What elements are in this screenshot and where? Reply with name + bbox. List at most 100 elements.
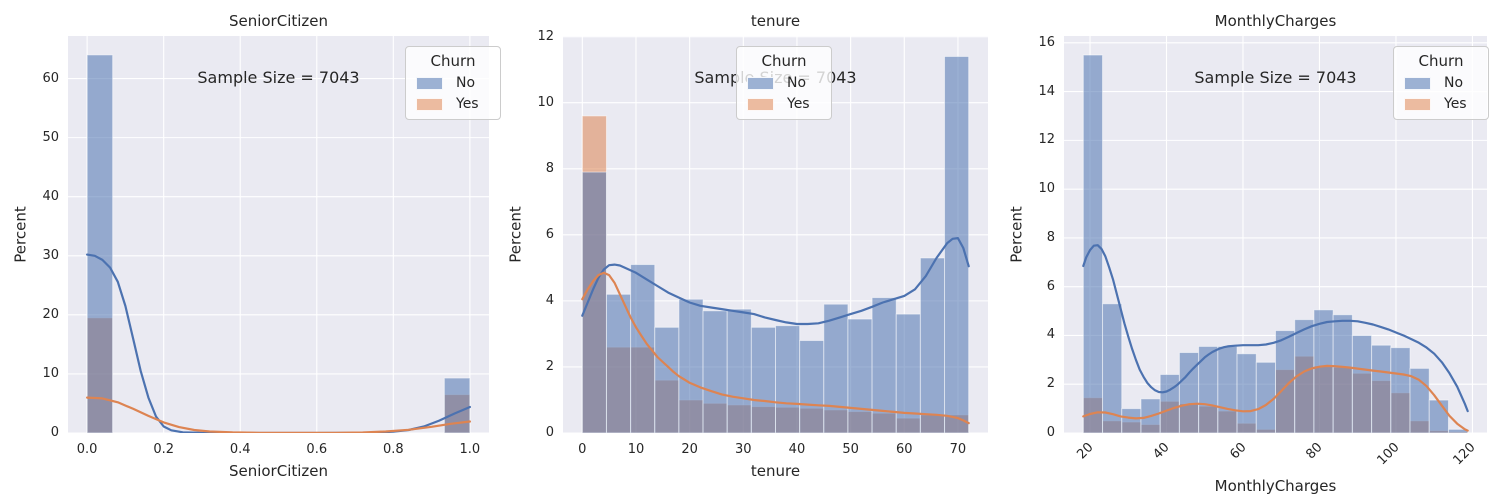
plot-svg: [68, 36, 489, 433]
histogram-bar-no: [750, 326, 777, 433]
chart-title-tenure: tenure: [750, 12, 801, 30]
y-tick-label: 4: [1046, 327, 1055, 343]
x-tick-label: 0.2: [153, 442, 175, 457]
x-axis-label: MonthlyCharges: [1214, 477, 1337, 495]
y-tick-label: 0: [545, 425, 554, 440]
y-tick-label: 14: [1038, 83, 1055, 99]
histogram-bar-no: [1159, 373, 1180, 433]
legend-label-yes: Yes: [456, 96, 479, 112]
histogram-bar-no: [1351, 334, 1373, 433]
histogram-bar-no: [726, 308, 752, 433]
legend-label-no: No: [787, 75, 807, 91]
kde-line-yes: [1082, 364, 1469, 432]
legend-entry-yes: Yes: [414, 96, 492, 112]
histogram-bar-no: [895, 313, 921, 433]
y-tick-label: 10: [1038, 181, 1055, 197]
histogram-bar-no: [605, 293, 632, 433]
x-tick-label: 0.4: [229, 442, 251, 457]
histogram-bar-no: [86, 54, 114, 433]
y-tick-label: 16: [1038, 34, 1055, 50]
histogram-bar-no: [1217, 345, 1238, 433]
kde-line-no: [1082, 244, 1469, 413]
legend-entry-no: No: [414, 75, 492, 91]
plot-svg: [1064, 36, 1487, 433]
legend-title: Churn: [430, 52, 476, 70]
x-tick-label: 70: [949, 442, 967, 457]
x-axis-label: tenure: [750, 462, 801, 480]
histogram-bar-no: [1255, 361, 1276, 433]
histogram-bar-no: [1313, 309, 1334, 433]
y-tick-label: 12: [1038, 132, 1055, 148]
kde-line-no: [581, 237, 970, 326]
legend-entry-no: No: [745, 75, 823, 91]
x-axis-label: SeniorCitizen: [228, 462, 329, 480]
y-tick-label: 6: [1046, 278, 1055, 294]
histogram-bar-no: [678, 298, 704, 433]
histogram-bar-no: [1102, 303, 1123, 433]
legend-entry-yes: Yes: [1402, 96, 1480, 112]
y-tick-label: 0: [50, 425, 59, 440]
histogram-bar-no: [823, 303, 849, 433]
y-tick-label: 30: [42, 247, 59, 263]
legend-swatch-no-icon: [416, 76, 443, 90]
y-tick-label: 40: [42, 188, 59, 204]
chart-title-seniorcitizen: SeniorCitizen: [228, 12, 329, 30]
legend-swatch-yes-icon: [1404, 97, 1431, 111]
legend: Churn No Yes: [1393, 46, 1489, 120]
x-tick-label: 40: [788, 442, 806, 457]
histogram-bar-no: [1332, 314, 1353, 433]
legend-swatch-no-icon: [747, 76, 774, 90]
y-tick-label: 8: [545, 160, 554, 176]
chart-title-monthlycharges: MonthlyCharges: [1214, 12, 1337, 30]
y-tick-label: 8: [1046, 229, 1055, 245]
histogram-bar-no: [775, 325, 801, 433]
histogram-bar-no: [847, 318, 873, 433]
legend-swatch-yes-icon: [747, 97, 774, 111]
y-tick-label: 0: [1046, 425, 1055, 440]
y-tick-label: 60: [42, 70, 59, 86]
plot-svg: [563, 36, 988, 433]
y-tick-label: 2: [1046, 376, 1055, 392]
histogram-bar-no: [1236, 353, 1257, 433]
histogram-bar-no: [702, 310, 728, 433]
x-tick-label: 50: [842, 442, 859, 457]
legend-title: Churn: [1418, 52, 1464, 70]
histogram-bar-no: [1082, 54, 1104, 433]
kde-line-yes: [86, 396, 471, 433]
sample-size-annotation: Sample Size = 7043: [1194, 68, 1357, 87]
histogram-bar-no: [944, 55, 970, 433]
legend-entry-yes: Yes: [745, 96, 823, 112]
legend-entry-no: No: [1402, 75, 1480, 91]
x-tick-label: 0: [578, 442, 587, 457]
x-tick-label: 1.0: [459, 442, 481, 457]
y-tick-label: 6: [545, 226, 554, 242]
histogram-bar-no: [654, 326, 680, 433]
y-tick-label: 4: [545, 292, 554, 308]
legend-title: Churn: [761, 52, 807, 70]
x-tick-label: 30: [735, 442, 752, 457]
x-tick-label: 0.8: [382, 442, 404, 457]
legend-label-no: No: [456, 75, 476, 91]
y-tick-label: 10: [42, 365, 59, 381]
kde-line-no: [86, 253, 471, 433]
legend: Churn No Yes: [736, 46, 832, 120]
kde-line-yes: [581, 271, 970, 425]
x-tick-label: 10: [627, 442, 645, 457]
y-tick-label: 50: [42, 129, 59, 145]
histogram-bar-no: [581, 171, 607, 433]
y-tick-label: 12: [537, 28, 554, 44]
legend-label-yes: Yes: [1444, 96, 1467, 112]
histogram-bar-no: [919, 257, 946, 433]
histogram-bar-no: [1390, 347, 1411, 433]
y-tick-label: 10: [537, 94, 554, 110]
y-tick-label: 2: [545, 358, 554, 374]
legend-label-no: No: [1444, 75, 1464, 91]
x-tick-label: 0.6: [306, 442, 328, 457]
sample-size-annotation: Sample Size = 7043: [197, 68, 360, 87]
y-tick-label: 20: [42, 306, 59, 322]
legend: Churn No Yes: [405, 46, 501, 120]
legend-swatch-no-icon: [1404, 76, 1431, 90]
histogram-bar-no: [799, 340, 825, 433]
histogram-bar-no: [1371, 344, 1392, 433]
